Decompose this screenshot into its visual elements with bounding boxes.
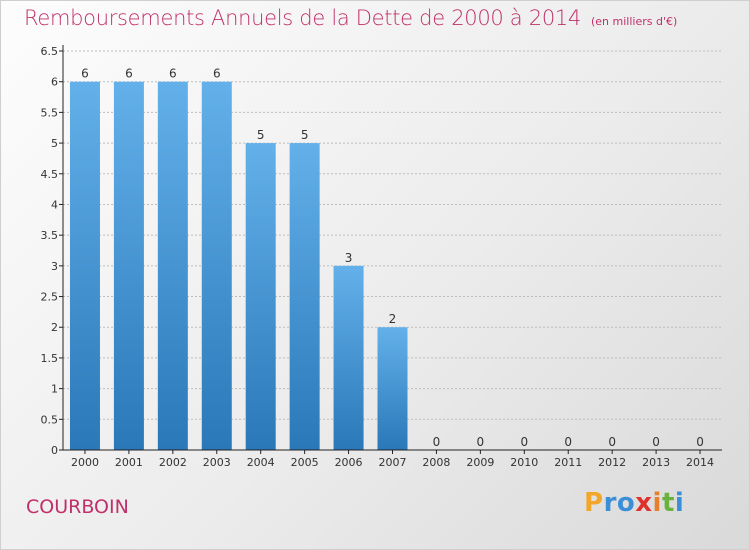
data-label: 3 xyxy=(345,251,353,265)
y-tick-label: 6.5 xyxy=(41,45,59,58)
bar xyxy=(69,81,100,450)
data-label: 5 xyxy=(301,128,309,142)
bar xyxy=(289,143,320,451)
data-label: 0 xyxy=(520,435,528,449)
data-label: 0 xyxy=(696,435,704,449)
x-tick-label: 2013 xyxy=(642,456,670,469)
y-tick-label: 0 xyxy=(51,444,58,457)
y-tick-label: 2 xyxy=(51,321,58,334)
y-tick-label: 1.5 xyxy=(41,352,59,365)
logo-letter: i xyxy=(652,488,662,518)
data-label: 0 xyxy=(564,435,572,449)
y-tick-label: 4.5 xyxy=(41,168,59,181)
x-tick-label: 2005 xyxy=(291,456,319,469)
data-label: 6 xyxy=(125,67,133,81)
x-tick-label: 2003 xyxy=(203,456,231,469)
bar xyxy=(113,81,144,450)
chart-title: Remboursements Annuels de la Dette de 20… xyxy=(24,6,677,30)
y-tick-label: 5 xyxy=(51,137,58,150)
bars xyxy=(69,81,408,451)
x-tick-label: 2001 xyxy=(115,456,143,469)
y-tick-label: 0.5 xyxy=(41,413,59,426)
x-tick-label: 2008 xyxy=(422,456,450,469)
x-tick-label: 2004 xyxy=(247,456,275,469)
y-tick-label: 3 xyxy=(51,260,58,273)
x-tick-label: 2012 xyxy=(598,456,626,469)
data-label: 5 xyxy=(257,128,265,142)
x-tick-label: 2014 xyxy=(686,456,714,469)
logo-letter: P xyxy=(584,488,604,518)
logo-letter: t xyxy=(661,488,675,518)
y-tick-label: 3.5 xyxy=(41,229,59,242)
data-label: 2 xyxy=(389,312,397,326)
proxiti-logo: Proxiti xyxy=(584,488,684,518)
location-name: COURBOIN xyxy=(26,496,129,518)
x-tick-label: 2000 xyxy=(71,456,99,469)
x-tick-label: 2011 xyxy=(554,456,582,469)
data-label: 0 xyxy=(477,435,485,449)
data-label: 0 xyxy=(652,435,660,449)
data-label: 6 xyxy=(81,67,89,81)
chart-title-text: Remboursements Annuels de la Dette de 20… xyxy=(24,6,581,30)
data-label: 0 xyxy=(608,435,616,449)
x-tick-label: 2009 xyxy=(466,456,494,469)
logo-letter: o xyxy=(616,488,636,518)
data-label: 0 xyxy=(433,435,441,449)
y-tick-label: 5.5 xyxy=(41,106,59,119)
chart-unit-note: (en milliers d'€) xyxy=(591,15,678,28)
logo-letter: i xyxy=(674,488,685,518)
data-label: 6 xyxy=(213,67,221,81)
logo-letter: r xyxy=(603,488,617,518)
x-tick-label: 2007 xyxy=(379,456,407,469)
y-tick-label: 6 xyxy=(51,76,58,89)
bar xyxy=(377,327,408,450)
y-tick-label: 4 xyxy=(51,198,58,211)
data-labels: 6 6 6 6 5 5 3 2 0 0 0 0 0 0 0 xyxy=(81,67,704,449)
data-label: 6 xyxy=(169,67,177,81)
bar xyxy=(201,81,232,450)
y-tick-label: 1 xyxy=(51,383,58,396)
bar xyxy=(333,265,364,450)
x-tick-label: 2006 xyxy=(335,456,363,469)
bar xyxy=(157,81,188,450)
x-tick-label: 2010 xyxy=(510,456,538,469)
logo-letter: x xyxy=(635,488,653,518)
y-tick-label: 2.5 xyxy=(41,291,59,304)
bar xyxy=(245,143,276,451)
x-tick-label: 2002 xyxy=(159,456,187,469)
